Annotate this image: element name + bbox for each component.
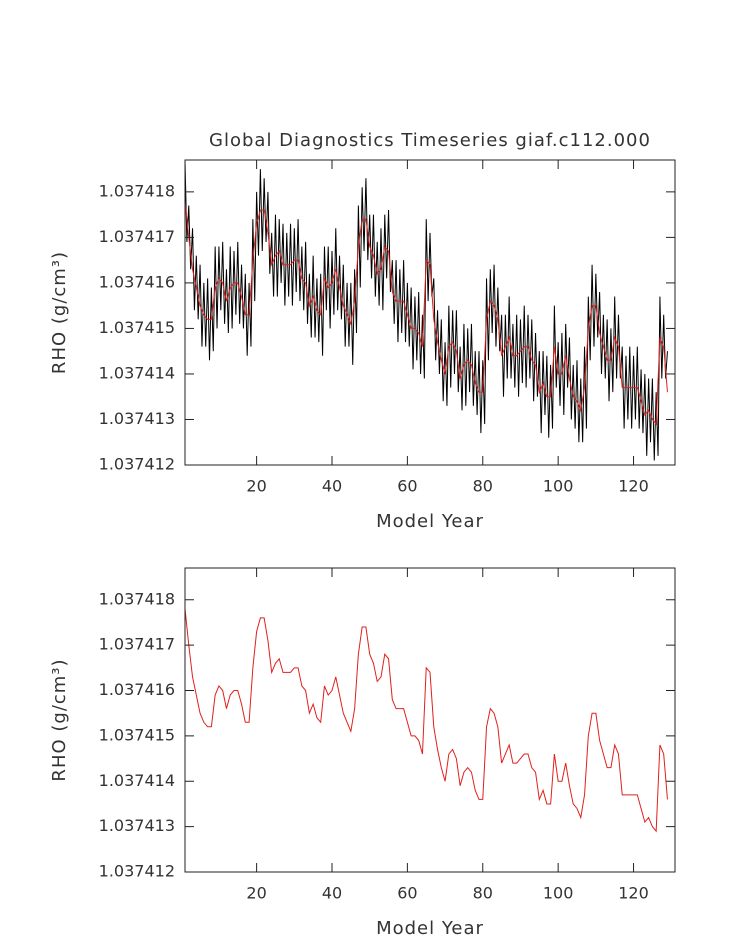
y-tick-label: 1.037415 [99,725,175,744]
x-tick-label: 100 [543,884,574,903]
y-tick-label: 1.037414 [99,771,175,790]
y-tick-label: 1.037413 [99,816,175,835]
data-line [184,200,668,426]
y-tick-label: 1.037417 [99,227,175,246]
plot-frame [184,159,676,466]
y-axis-label: RHO (g/cm³) [49,251,70,374]
x-tick-label: 40 [322,884,342,903]
y-tick-label: 1.037416 [99,272,175,291]
y-tick-label: 1.037417 [99,635,175,654]
y-tick-label: 1.037414 [99,363,175,382]
y-axis-label: RHO (g/cm³) [49,658,70,781]
x-tick-label: 80 [473,477,493,496]
chart-title: Global Diagnostics Timeseries giaf.c112.… [209,130,651,151]
x-tick-label: 60 [397,884,417,903]
data-line [184,159,668,461]
x-tick-label: 100 [543,477,574,496]
y-tick-label: 1.037415 [99,318,175,337]
x-axis-label: Model Year [376,918,484,939]
x-axis-label: Model Year [376,511,484,532]
x-tick-label: 40 [322,477,342,496]
x-tick-label: 20 [246,477,266,496]
plot-frame [184,567,676,873]
x-tick-label: 120 [618,884,649,903]
y-tick-label: 1.037413 [99,409,175,428]
y-tick-label: 1.037416 [99,680,175,699]
x-tick-label: 80 [473,884,493,903]
data-line [184,608,668,833]
y-tick-label: 1.037418 [99,181,175,200]
x-tick-label: 120 [618,477,649,496]
x-tick-label: 60 [397,477,417,496]
y-tick-label: 1.037412 [99,455,175,474]
y-tick-label: 1.037412 [99,862,175,881]
x-tick-label: 20 [246,884,266,903]
y-tick-label: 1.037418 [99,589,175,608]
